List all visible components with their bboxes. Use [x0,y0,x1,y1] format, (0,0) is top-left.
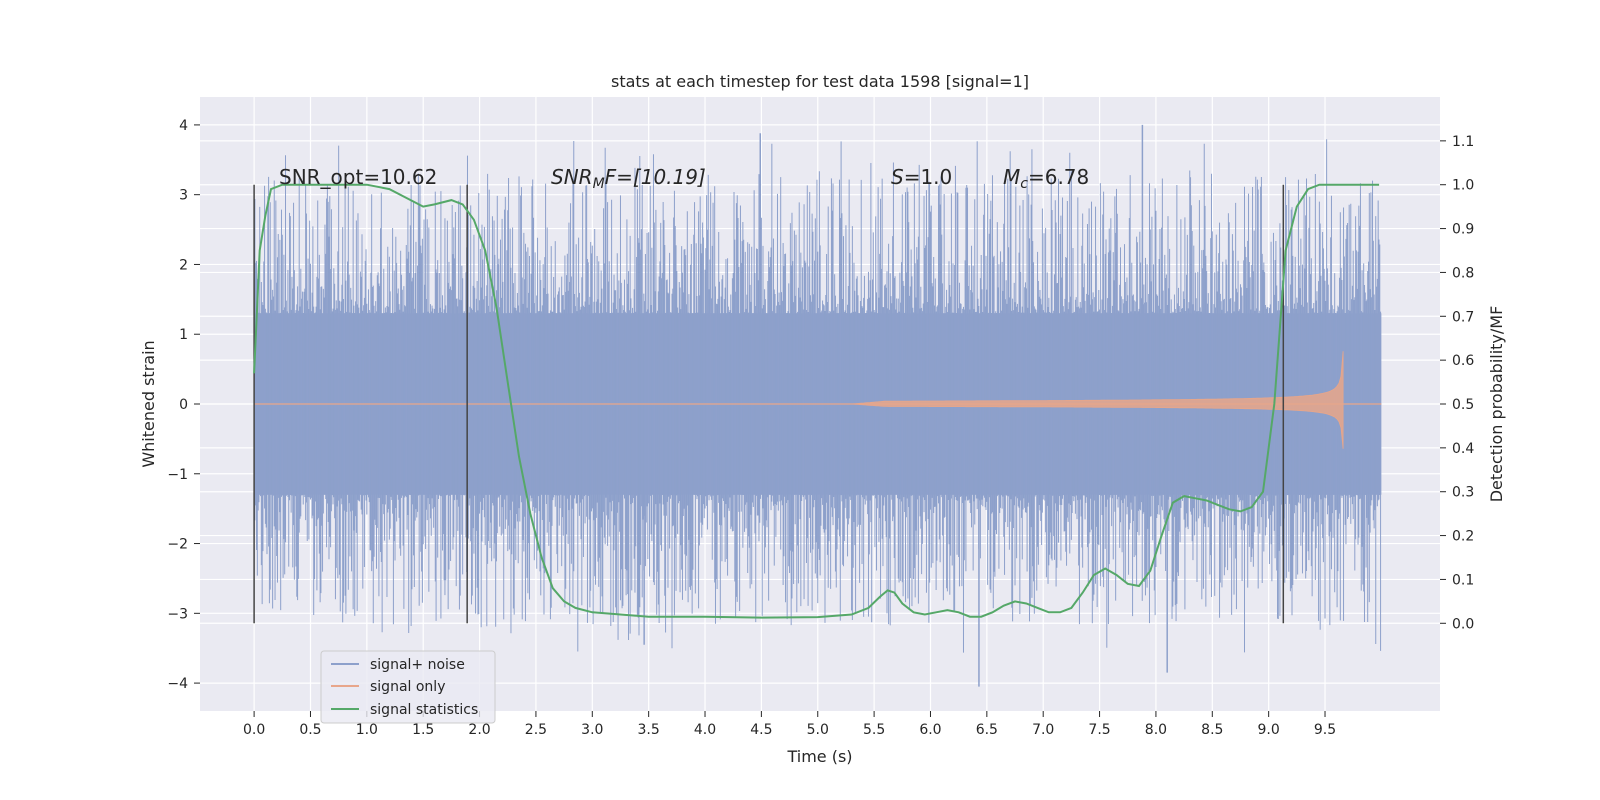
legend: signal+ noise signal only signal statist… [320,650,496,724]
x-tick-label: 3.0 [581,722,603,738]
y-tick-label: 3 [179,188,188,204]
y2-tick-label: 0.0 [1452,616,1474,632]
x-tick-label: 6.5 [976,722,998,738]
y-tick-label: −1 [167,467,188,483]
series-signal-plus-noise [253,124,1382,687]
chart-title: stats at each timestep for test data 159… [611,72,1029,91]
y2-tick-label: 0.2 [1452,529,1474,545]
y2-tick-label: 1.1 [1452,134,1474,150]
y2-tick-label: 0.5 [1452,397,1474,413]
x-tick-label: 2.0 [468,722,490,738]
x-tick-label: 8.0 [1145,722,1167,738]
annotation-snr-opt: SNR_opt=10.62 [279,165,437,189]
y-tick-label: −2 [167,537,188,553]
annotation-mc-value: =6.78 [1028,165,1089,189]
series-signal-only [254,351,1382,449]
axis-ticks: 0.0 0.5 1.0 1.5 2.0 2.5 3.0 3.5 4.0 4.5 5.0 5.5 6.0 6… [167,118,1474,738]
x-tick-label: 1.5 [412,722,434,738]
y-tick-label: 4 [179,118,188,134]
x-tick-label: 9.0 [1258,722,1280,738]
y2-tick-label: 0.7 [1452,309,1474,325]
y2-tick-label: 0.6 [1452,353,1474,369]
x-tick-label: 7.5 [1088,722,1110,738]
x-tick-label: 9.5 [1314,722,1336,738]
x-tick-label: 0.0 [243,722,265,738]
y-tick-label: −3 [167,606,188,622]
annotation-snr-mf-value: F=[10.19] [605,165,706,189]
x-tick-label: 4.5 [750,722,772,738]
x-tick-label: 3.5 [638,722,660,738]
x-tick-label: 0.5 [299,722,321,738]
x-tick-label: 2.5 [525,722,547,738]
y2-axis-label: Detection probability/MF [1487,306,1506,503]
annotation-snr-mf: SNRMF=[10.19] [551,165,706,192]
annotation-snr-mf-label: SNR [551,165,593,189]
x-tick-label: 8.5 [1201,722,1223,738]
vertical-markers [253,184,1285,624]
annotation-s-value: =1.0 [904,165,953,189]
x-tick-label: 1.0 [356,722,378,738]
y-tick-label: −4 [167,676,188,692]
annotation-mc-subscript: c [1020,176,1028,192]
x-tick-label: 5.5 [863,722,885,738]
x-tick-label: 5.0 [807,722,829,738]
legend-label-signal-statistics: signal statistics [370,702,478,718]
y-tick-label: 1 [179,327,188,343]
y-axis-label: Whitened strain [139,340,158,467]
annotation-s-label: S [891,165,904,189]
signal-statistics-line [253,183,1380,619]
y-tick-label: 2 [179,257,188,273]
annotation-mc-label: M [1003,165,1020,189]
legend-label-signal-plus-noise: signal+ noise [370,657,465,673]
series-signal-statistics [253,183,1380,619]
y2-tick-label: 0.8 [1452,265,1474,281]
legend-box [320,650,496,724]
annotation-snr-mf-subscript: M [593,176,605,192]
y2-tick-label: 0.4 [1452,441,1474,457]
legend-label-signal-only: signal only [370,679,445,695]
signal-only-chirp [851,351,1344,449]
x-axis-label: Time (s) [786,747,852,766]
x-tick-label: 7.0 [1032,722,1054,738]
annotation-mc: Mc=6.78 [1003,165,1089,192]
y-tick-label: 0 [179,397,188,413]
x-tick-label: 4.0 [694,722,716,738]
y2-tick-label: 0.3 [1452,485,1474,501]
x-tick-label: 6.0 [919,722,941,738]
y2-tick-label: 1.0 [1452,178,1474,194]
annotation-s: S=1.0 [891,165,952,189]
y2-tick-label: 0.9 [1452,222,1474,238]
y2-tick-label: 0.1 [1452,572,1474,588]
